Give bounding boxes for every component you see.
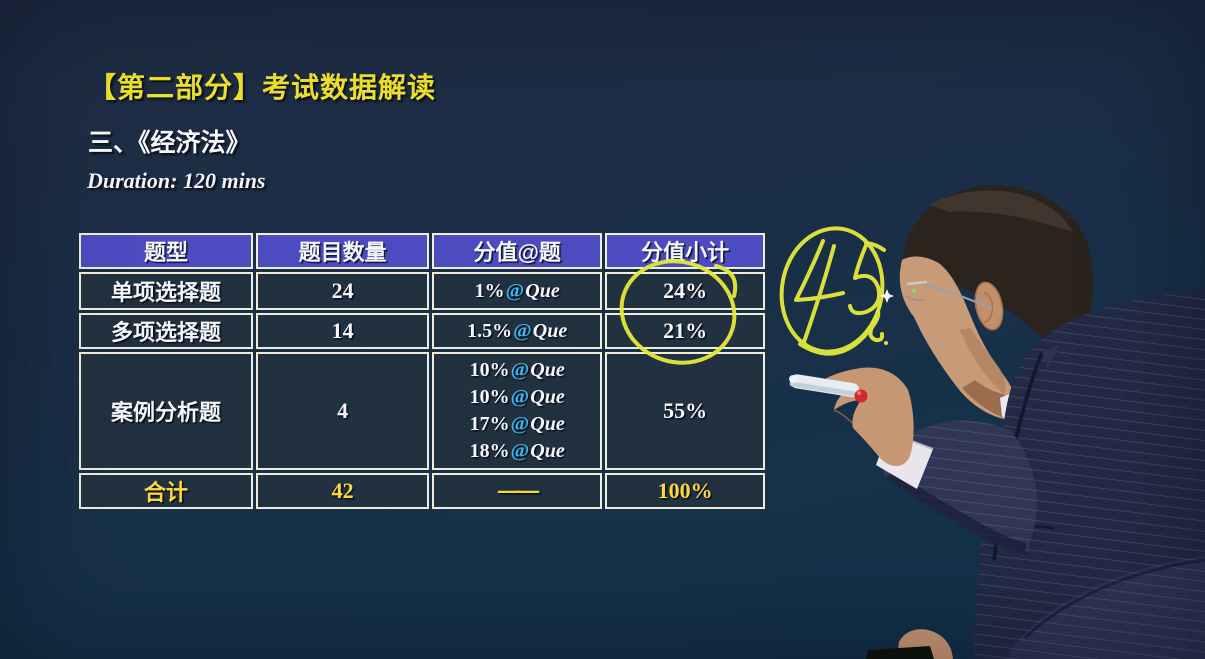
table-header-row: 题型 题目数量 分值@题 分值小计 xyxy=(79,233,765,269)
cell-count: 24 xyxy=(256,272,430,310)
cell-per-question: 1.5%@Que xyxy=(432,313,603,349)
duration-text: Duration: 120 mins xyxy=(87,168,266,193)
pen-red-grip xyxy=(854,389,868,403)
handwritten-45-note xyxy=(779,226,888,356)
cell-count: 14 xyxy=(256,313,430,349)
table-row-case-analysis: 案例分析题 4 10%@Que 10%@Que 17%@Que 18%@Que … xyxy=(79,352,765,470)
tie xyxy=(1001,408,1038,471)
cell-type: 多项选择题 xyxy=(79,313,254,349)
presenter-lower-hand xyxy=(897,629,953,659)
per-question-line: 18%@Que xyxy=(469,440,565,462)
pointer-sparkle xyxy=(880,289,894,303)
cell-type: 案例分析题 xyxy=(79,352,254,470)
section-title: 【第二部分】考试数据解读 xyxy=(88,72,437,103)
at-symbol: @ xyxy=(505,279,525,302)
table-row-multi-choice: 多项选择题 14 1.5%@Que 21% xyxy=(79,313,765,349)
cell-per-question: 10%@Que 10%@Que 17%@Que 18%@Que xyxy=(432,352,603,470)
at-symbol: @ xyxy=(510,359,530,381)
total-label: 合计 xyxy=(79,473,254,509)
total-subtotal: 100% xyxy=(605,473,765,509)
col-header-score-subtotal: 分值小计 xyxy=(605,233,765,269)
glasses-icon xyxy=(905,280,993,310)
at-symbol: @ xyxy=(513,319,532,342)
cell-subtotal: 24% xyxy=(605,272,765,310)
per-question-line: 10%@Que xyxy=(469,386,565,408)
presenter-hand xyxy=(812,367,914,467)
cell-subtotal: 21% xyxy=(605,313,765,349)
presenter xyxy=(789,185,1205,659)
at-symbol: @ xyxy=(510,440,530,462)
clicker-object xyxy=(866,646,934,659)
presenter-hair xyxy=(902,185,1093,354)
presenter-ear xyxy=(974,281,1004,331)
cell-subtotal: 55% xyxy=(605,352,765,470)
subject-subtitle: 三、《经济法》 xyxy=(88,129,251,157)
table-total-row: 合计 42 —— 100% xyxy=(79,473,765,509)
exam-structure-table: 题型 题目数量 分值@题 分值小计 单项选择题 24 1%@Que 24% 多项… xyxy=(76,230,768,512)
suit-jacket xyxy=(974,290,1205,659)
shirt-collar xyxy=(1000,384,1041,434)
cell-per-question: 1%@Que xyxy=(432,272,603,310)
col-header-question-type: 题型 xyxy=(79,233,254,269)
table-row-single-choice: 单项选择题 24 1%@Que 24% xyxy=(79,272,765,310)
col-header-score-per-question: 分值@题 xyxy=(432,233,603,269)
suit-lapel xyxy=(992,351,1044,561)
shirt-cuff xyxy=(876,432,933,489)
pen xyxy=(789,374,868,403)
per-question-line: 17%@Que xyxy=(469,413,565,435)
cell-type: 单项选择题 xyxy=(79,272,254,310)
total-count: 42 xyxy=(256,473,430,509)
per-question-line: 10%@Que xyxy=(469,359,565,381)
total-dash: —— xyxy=(432,473,603,509)
pointing-arm-sleeve xyxy=(883,420,1038,554)
at-symbol: @ xyxy=(510,386,530,408)
col-header-question-count: 题目数量 xyxy=(256,233,430,269)
presenter-face xyxy=(899,256,1017,419)
at-symbol: @ xyxy=(510,413,530,435)
cell-count: 4 xyxy=(256,352,430,470)
